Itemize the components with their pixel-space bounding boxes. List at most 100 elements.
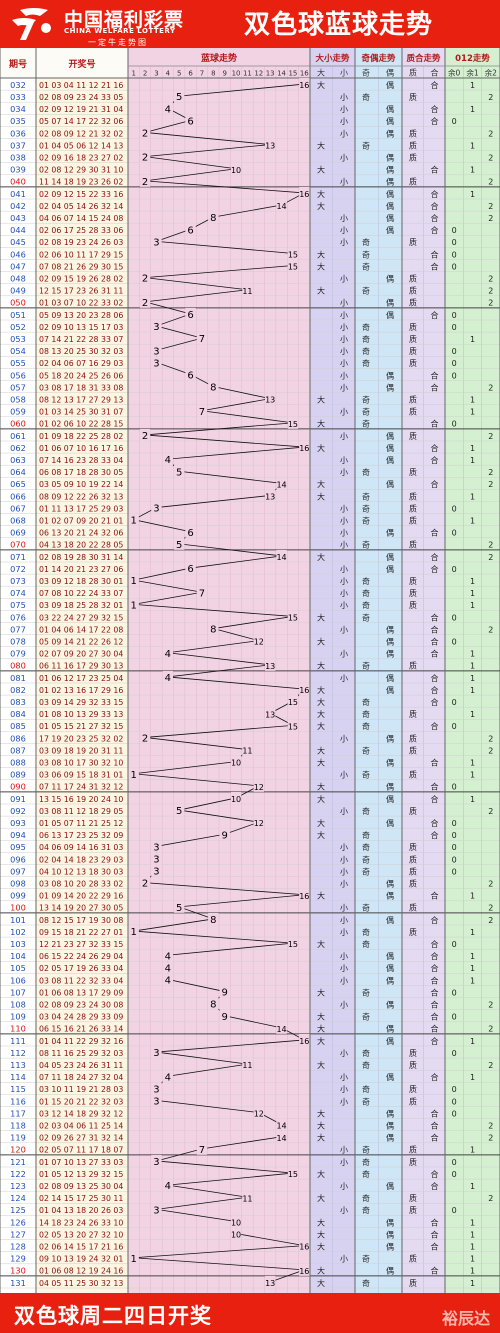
blue-point-bg	[162, 973, 174, 986]
blue-point-bg	[162, 949, 174, 962]
issue-number: 066	[10, 491, 26, 501]
draw-numbers: 01 14 20 21 23 27 06	[39, 565, 123, 574]
blue-point-label: 6	[187, 310, 193, 321]
prime-mark: 合	[431, 104, 439, 114]
draw-numbers: 17 19 20 23 25 32 02	[39, 734, 123, 743]
mod-mark: 1	[470, 335, 475, 344]
issue-number: 075	[10, 600, 26, 610]
mod-mark: 0	[452, 1170, 457, 1179]
prime-mark: 合	[431, 80, 439, 90]
blue-point-bg	[151, 501, 162, 514]
mod-mark: 1	[470, 492, 475, 501]
size-mark: 小	[340, 299, 348, 308]
size-mark: 小	[340, 1085, 348, 1094]
draw-numbers: 02 08 09 12 21 32 02	[39, 129, 123, 138]
mod-mark: 0	[452, 311, 457, 320]
parity-mark: 奇	[362, 588, 370, 598]
prime-mark: 质	[409, 1254, 417, 1264]
blue-point-bg	[151, 840, 162, 853]
size-mark: 小	[340, 117, 348, 126]
blue-point-label: 16	[299, 686, 309, 695]
prime-mark: 合	[431, 1108, 439, 1118]
draw-numbers: 12 21 23 27 32 33 15	[39, 940, 123, 949]
draw-numbers: 06 11 16 17 29 30 13	[39, 662, 123, 671]
parity-mark: 奇	[362, 249, 370, 259]
blue-point-bg	[162, 1070, 174, 1083]
header-parity-trend: 奇偶走势	[361, 53, 396, 64]
issue-number: 063	[10, 455, 26, 465]
blue-point-bg	[264, 658, 276, 671]
blue-point-label: 2	[142, 431, 148, 442]
issue-number: 040	[10, 177, 26, 187]
blue-point-bg	[196, 586, 208, 599]
blue-tick-label: 7	[200, 70, 204, 78]
draw-numbers: 07 11 18 24 27 32 04	[39, 1073, 123, 1082]
draw-numbers: 07 08 10 22 24 33 07	[39, 589, 123, 598]
issue-number: 084	[10, 709, 26, 719]
issue-number: 072	[10, 564, 26, 574]
blue-tick-label: 9	[222, 70, 226, 78]
size-mark: 大	[317, 939, 325, 949]
draw-numbers: 01 03 07 10 22 33 02	[39, 299, 123, 308]
size-mark: 大	[317, 394, 325, 404]
size-mark: 大	[317, 419, 325, 429]
draw-numbers: 07 14 21 22 28 33 07	[39, 335, 123, 344]
mod-mark: 2	[488, 746, 493, 755]
draw-numbers: 08 13 20 25 30 32 03	[39, 347, 123, 356]
size-mark: 小	[340, 855, 348, 864]
blue-point-label: 13	[265, 710, 275, 719]
issue-number: 065	[10, 479, 26, 489]
mod-mark: 2	[488, 287, 493, 296]
blue-point-label: 2	[142, 274, 148, 285]
prime-mark: 合	[431, 636, 439, 646]
blue-point-bg	[151, 1094, 162, 1107]
size-mark: 小	[340, 311, 348, 320]
blue-point-label: 3	[153, 237, 159, 248]
issue-number: 102	[10, 927, 26, 937]
blue-point-label: 3	[153, 842, 159, 853]
draw-numbers: 07 14 16 23 28 33 04	[39, 456, 123, 465]
mod-mark: 1	[470, 589, 475, 598]
blue-point-label: 4	[165, 455, 171, 466]
mod-mark: 0	[452, 637, 457, 646]
blue-point-bg	[276, 199, 287, 212]
size-mark: 小	[340, 408, 348, 417]
mod-mark: 0	[452, 1085, 457, 1094]
draw-numbers: 06 15 16 21 26 33 14	[39, 1025, 123, 1034]
blue-point-bg	[299, 78, 310, 91]
draw-numbers: 02 09 12 19 21 31 04	[39, 105, 123, 114]
blue-point-label: 6	[187, 564, 193, 575]
parity-mark: 奇	[362, 1205, 370, 1215]
blue-point-bg	[253, 1106, 265, 1119]
size-mark: 大	[317, 1193, 325, 1203]
prime-mark: 合	[431, 1181, 439, 1191]
issue-number: 060	[10, 419, 26, 429]
prime-mark: 合	[431, 1120, 439, 1130]
mod-tick-label: 余1	[466, 68, 478, 78]
issue-number: 048	[10, 273, 26, 283]
size-mark: 小	[340, 867, 348, 876]
mod-mark: 2	[488, 553, 493, 562]
blue-point-bg	[264, 489, 276, 502]
blue-point-bg	[173, 90, 185, 103]
draw-numbers: 01 02 07 09 20 21 01	[39, 516, 123, 525]
draw-numbers: 01 04 06 14 17 22 08	[39, 625, 123, 634]
size-mark: 大	[317, 1133, 325, 1143]
prime-mark: 合	[431, 999, 439, 1009]
blue-point-label: 3	[153, 322, 159, 333]
size-mark: 小	[340, 843, 348, 852]
issue-number: 068	[10, 515, 26, 525]
parity-mark: 偶	[386, 443, 394, 453]
parity-tick-label: 奇	[362, 68, 370, 78]
size-mark: 大	[317, 1169, 325, 1179]
blue-point-label: 15	[288, 1170, 298, 1179]
issue-number: 049	[10, 286, 26, 296]
draw-numbers: 02 04 05 14 26 32 14	[39, 202, 123, 211]
parity-mark: 偶	[386, 951, 394, 961]
mod-mark: 0	[452, 940, 457, 949]
logo-english-text: CHINA WELFARE LOTTERY	[64, 27, 176, 35]
blue-point-bg	[287, 719, 299, 732]
size-mark: 小	[340, 928, 348, 937]
prime-mark: 质	[409, 1145, 417, 1155]
blue-point-bg	[208, 211, 219, 224]
